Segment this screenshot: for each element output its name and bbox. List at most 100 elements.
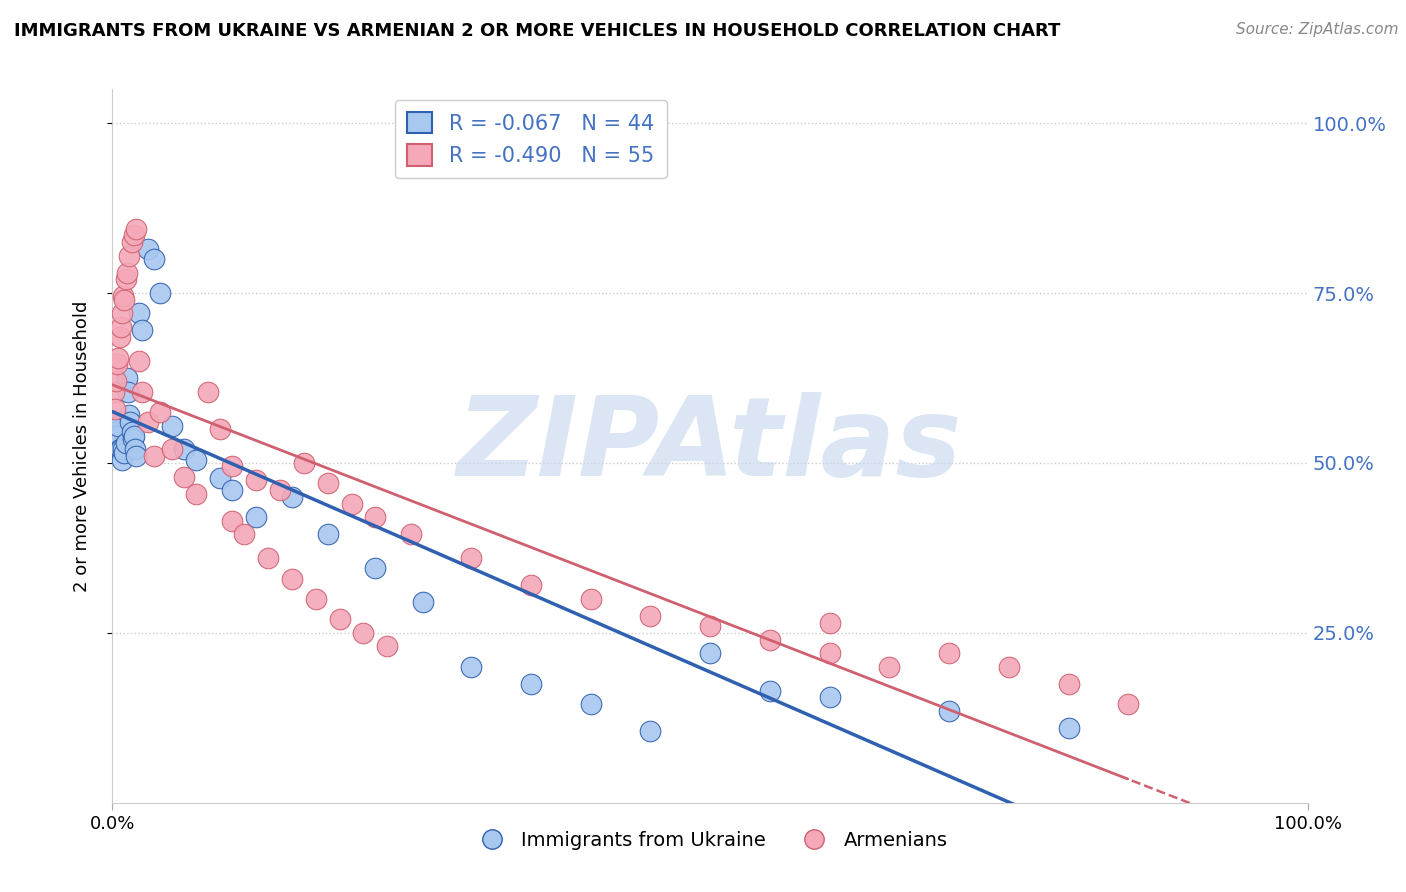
Point xyxy=(352,626,374,640)
Point xyxy=(121,235,143,249)
Text: IMMIGRANTS FROM UKRAINE VS ARMENIAN 2 OR MORE VEHICLES IN HOUSEHOLD CORRELATION : IMMIGRANTS FROM UKRAINE VS ARMENIAN 2 OR… xyxy=(14,22,1060,40)
Point xyxy=(107,351,129,365)
Point xyxy=(120,415,142,429)
Point xyxy=(108,330,131,344)
Point xyxy=(114,272,136,286)
Point xyxy=(105,375,128,389)
Point xyxy=(209,471,232,485)
Point xyxy=(269,483,291,498)
Point xyxy=(640,724,662,739)
Point xyxy=(110,442,132,457)
Point xyxy=(233,527,256,541)
Point xyxy=(118,409,141,423)
Point xyxy=(124,442,146,457)
Point xyxy=(759,683,782,698)
Point xyxy=(305,591,328,606)
Point xyxy=(173,442,195,457)
Text: Source: ZipAtlas.com: Source: ZipAtlas.com xyxy=(1236,22,1399,37)
Text: ZIPAtlas: ZIPAtlas xyxy=(457,392,963,500)
Point xyxy=(118,249,141,263)
Point xyxy=(938,704,960,718)
Point xyxy=(401,527,423,541)
Point xyxy=(998,660,1021,674)
Point xyxy=(105,358,128,372)
Point xyxy=(128,306,150,320)
Point xyxy=(316,527,339,541)
Point xyxy=(221,514,243,528)
Point xyxy=(412,595,434,609)
Point xyxy=(173,469,195,483)
Point xyxy=(759,632,782,647)
Point xyxy=(364,510,387,524)
Point xyxy=(818,690,841,705)
Point xyxy=(579,698,602,712)
Point xyxy=(125,449,148,463)
Point xyxy=(1057,721,1080,735)
Point xyxy=(340,497,363,511)
Point xyxy=(938,646,960,660)
Point xyxy=(103,384,125,399)
Point xyxy=(316,476,339,491)
Point xyxy=(114,446,135,460)
Point xyxy=(138,242,160,256)
Point xyxy=(460,551,482,566)
Point xyxy=(105,429,128,443)
Point xyxy=(221,459,243,474)
Point xyxy=(108,442,131,457)
Point xyxy=(520,677,543,691)
Point xyxy=(105,425,128,440)
Point xyxy=(112,442,135,457)
Point xyxy=(221,483,243,498)
Point xyxy=(111,306,134,320)
Point xyxy=(197,384,219,399)
Point xyxy=(122,429,145,443)
Point xyxy=(121,425,143,440)
Point xyxy=(699,646,721,660)
Point xyxy=(186,486,208,500)
Y-axis label: 2 or more Vehicles in Household: 2 or more Vehicles in Household xyxy=(73,301,91,591)
Point xyxy=(143,449,166,463)
Point xyxy=(104,401,127,416)
Point xyxy=(292,456,315,470)
Point xyxy=(1118,698,1140,712)
Point xyxy=(104,415,127,429)
Point xyxy=(364,561,387,575)
Point xyxy=(114,435,136,450)
Point xyxy=(162,442,183,457)
Point xyxy=(103,418,125,433)
Point xyxy=(128,354,150,368)
Point xyxy=(460,660,482,674)
Point xyxy=(245,473,267,487)
Point xyxy=(117,384,139,399)
Point xyxy=(640,608,662,623)
Point xyxy=(245,510,267,524)
Point xyxy=(149,405,172,419)
Point xyxy=(281,490,304,504)
Point xyxy=(111,452,134,467)
Point xyxy=(107,418,129,433)
Point xyxy=(162,418,183,433)
Point xyxy=(879,660,901,674)
Point xyxy=(115,371,138,385)
Point xyxy=(281,572,304,586)
Point xyxy=(112,289,135,303)
Point xyxy=(1057,677,1080,691)
Point xyxy=(209,422,232,436)
Point xyxy=(143,252,166,266)
Point xyxy=(818,615,841,630)
Point xyxy=(377,640,399,654)
Point xyxy=(699,619,721,633)
Point xyxy=(110,320,132,334)
Point xyxy=(121,432,143,446)
Point xyxy=(131,384,153,399)
Point xyxy=(114,293,135,307)
Point xyxy=(520,578,543,592)
Point xyxy=(818,646,841,660)
Point xyxy=(138,415,160,429)
Point xyxy=(125,221,148,235)
Point xyxy=(186,452,208,467)
Point xyxy=(329,612,352,626)
Point xyxy=(149,286,172,301)
Point xyxy=(122,228,145,243)
Point xyxy=(579,591,602,606)
